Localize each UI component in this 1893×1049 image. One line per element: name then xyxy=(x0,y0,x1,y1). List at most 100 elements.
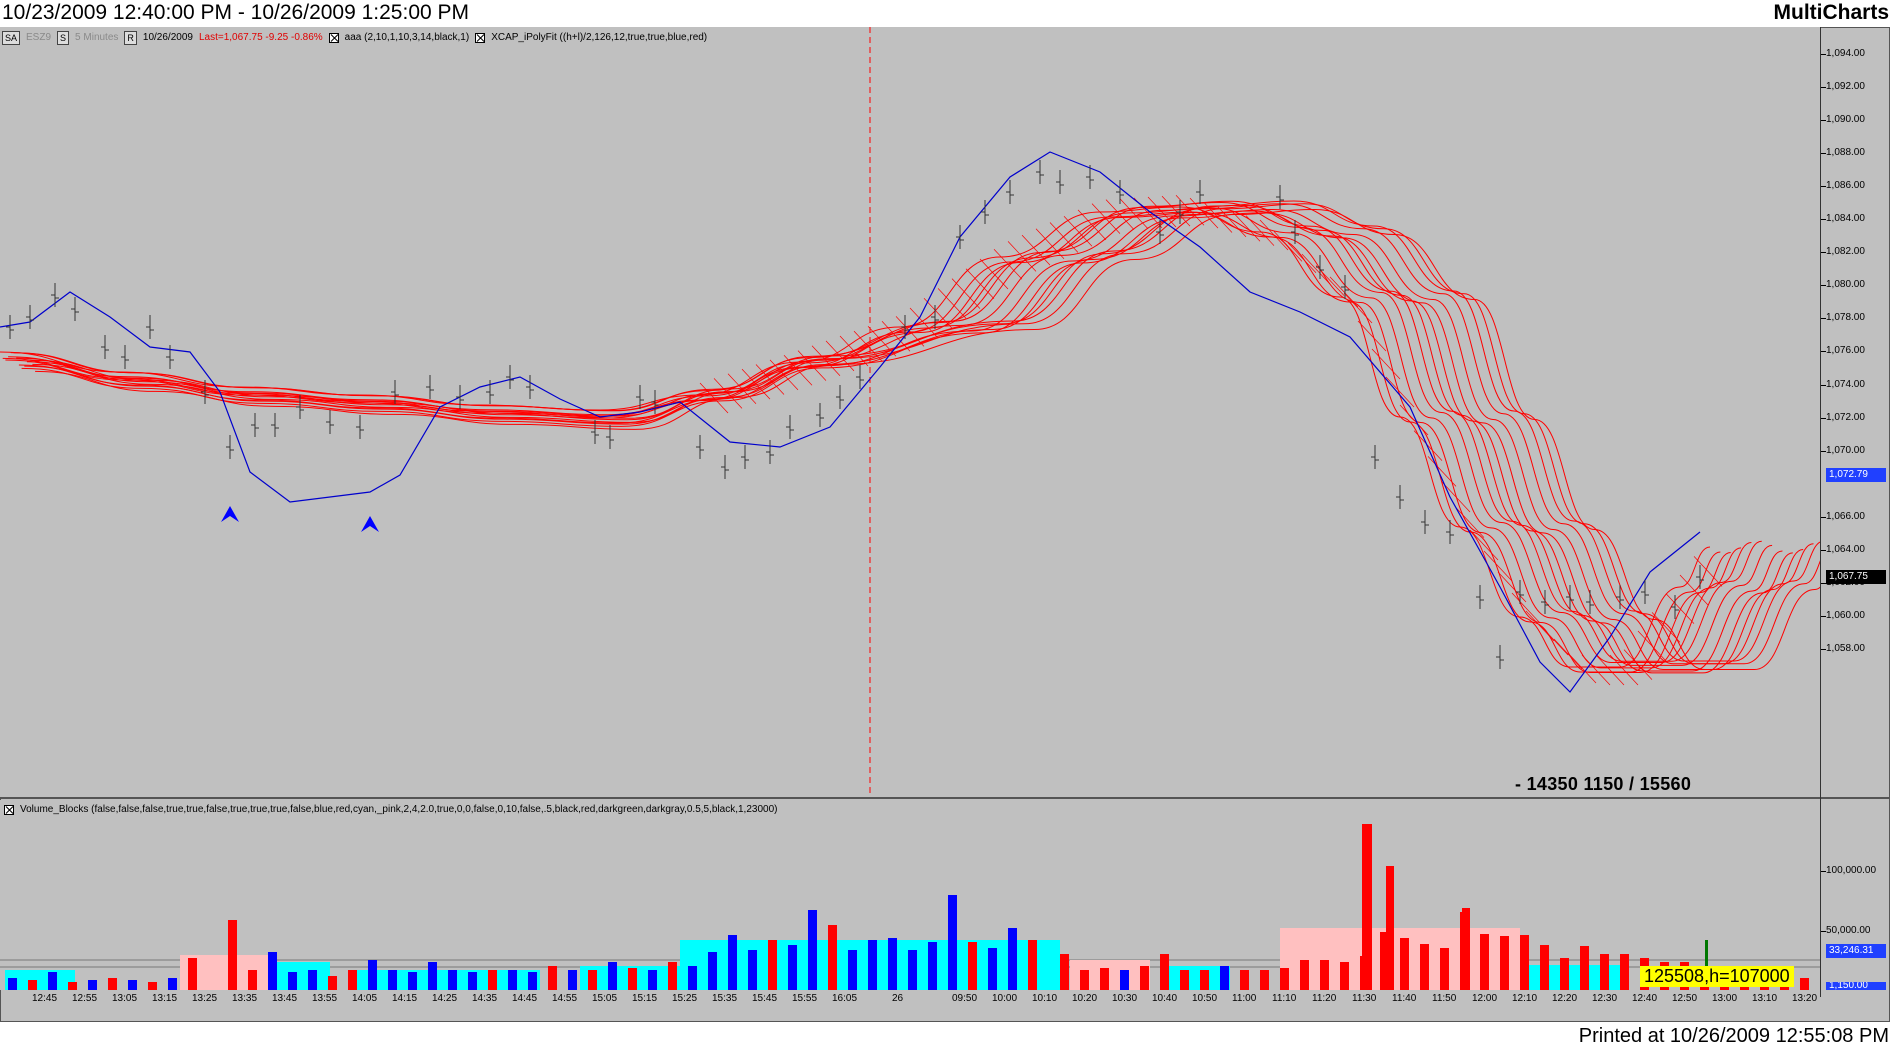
price-axis-label: 1,092.00 xyxy=(1826,81,1865,93)
time-axis-label: 13:10 xyxy=(1752,993,1778,1004)
polyfit-hatch xyxy=(1371,348,1401,380)
time-axis-label: 13:25 xyxy=(192,993,218,1004)
polyfit-hatch xyxy=(1427,456,1457,487)
volume-bar xyxy=(1386,866,1394,990)
polyfit-hatch xyxy=(1273,231,1303,262)
volume-pane[interactable] xyxy=(0,800,1820,990)
volume-bar xyxy=(1200,970,1209,990)
price-axis-label: 1,070.00 xyxy=(1826,444,1865,456)
price-axis-label: 1,078.00 xyxy=(1826,312,1865,324)
polyfit-hatch xyxy=(923,297,953,329)
price-axis-label: 1,084.00 xyxy=(1826,213,1865,225)
volume-bar xyxy=(848,950,857,990)
price-stats: - 14350 1150 / 15560 xyxy=(1515,774,1692,794)
volume-bar xyxy=(328,976,337,990)
polyfit-hatch xyxy=(839,335,869,367)
study1-close-icon[interactable] xyxy=(328,33,339,43)
volume-bar xyxy=(428,962,437,990)
polyfit-hatch xyxy=(993,248,1023,280)
polyfit-curve xyxy=(21,212,1793,674)
polyfit-hatch xyxy=(699,382,729,414)
time-axis-label: 15:15 xyxy=(632,993,658,1004)
polyfit-hatch xyxy=(951,278,981,309)
price-axis-label: 1,076.00 xyxy=(1826,345,1865,357)
price-axis-tick xyxy=(1821,615,1826,617)
polyfit-hatch xyxy=(979,258,1009,290)
volume-bar xyxy=(1180,970,1189,990)
price-axis[interactable] xyxy=(1820,27,1891,997)
volume-bar xyxy=(1340,962,1349,990)
polyfit-hatch xyxy=(1203,202,1233,233)
print-footer: Printed at 10/26/2009 12:55:08 PM xyxy=(1578,1025,1889,1047)
interval-label: 5 Minutes xyxy=(75,32,119,43)
polyfit-hatch xyxy=(1217,206,1247,238)
study2-label[interactable]: XCAP_iPolyFit ((h+l)/2,126,12,true,true,… xyxy=(491,32,708,43)
polyfit-hatch xyxy=(1035,228,1065,260)
polyfit-hatch xyxy=(1441,481,1471,513)
time-axis-label: 15:35 xyxy=(712,993,738,1004)
volume-bar xyxy=(1280,968,1289,990)
time-axis-label: 12:50 xyxy=(1672,993,1698,1004)
price-axis-label: 1,058.00 xyxy=(1826,642,1865,654)
price-plot xyxy=(0,27,1820,797)
polyfit-hatch xyxy=(1301,253,1331,285)
volume-bar xyxy=(288,972,297,990)
study2-close-icon[interactable] xyxy=(475,33,486,43)
polyfit-hatch xyxy=(1147,196,1177,228)
polyfit-curve xyxy=(16,204,1773,666)
volume-bar xyxy=(948,895,957,990)
app-brand: MultiCharts xyxy=(1773,1,1890,24)
polyfit-hatch xyxy=(1259,219,1289,251)
volume-bar xyxy=(868,940,877,990)
price-background xyxy=(0,27,1820,797)
volume-bar xyxy=(528,972,537,990)
volume-bar xyxy=(928,942,937,990)
polyfit-curve xyxy=(29,200,1820,662)
style-button[interactable]: S xyxy=(57,31,70,45)
volume-stats: 125508,h=107000 xyxy=(1640,966,1794,987)
volume-bar xyxy=(1362,824,1372,990)
price-pane[interactable] xyxy=(0,27,1820,797)
volume-bar xyxy=(668,962,677,990)
volume-bar xyxy=(108,978,117,990)
r-button[interactable]: R xyxy=(124,31,137,45)
price-axis-tick xyxy=(1821,417,1826,419)
polyfit-hatch xyxy=(853,330,883,362)
volume-bar xyxy=(988,948,997,990)
volume-study-label[interactable]: Volume_Blocks (false,false,false,true,tr… xyxy=(20,804,778,815)
volume-bar xyxy=(1600,954,1609,990)
volume-bar xyxy=(268,952,277,990)
volume-bar xyxy=(148,982,157,990)
polyfit-hatch xyxy=(1077,209,1107,241)
volume-bar xyxy=(1380,932,1389,990)
price-axis-tick xyxy=(1821,450,1826,452)
price-axis-label: 1,090.00 xyxy=(1826,114,1865,126)
price-axis-tick xyxy=(1821,516,1826,518)
polyfit-hatch xyxy=(1623,649,1653,680)
volume-bar xyxy=(1440,948,1449,990)
polyfit-hatch xyxy=(1287,242,1317,273)
volume-bar xyxy=(788,945,797,990)
price-axis-tick xyxy=(1821,120,1826,122)
volume-status-line: Volume_Blocks (false,false,false,true,tr… xyxy=(4,803,777,817)
polyfit-hatch xyxy=(1119,198,1149,229)
volume-axis-tick xyxy=(1821,871,1826,872)
pane-separator[interactable] xyxy=(0,797,1890,799)
volume-bar xyxy=(1320,960,1329,990)
polyfit-hatch xyxy=(1511,592,1541,624)
polyfit-hatch xyxy=(1245,215,1275,246)
polyfit-hatch xyxy=(895,316,925,347)
symbol-button[interactable]: SA xyxy=(2,31,21,45)
volume-bar xyxy=(1462,908,1470,990)
time-axis-label: 16:05 xyxy=(832,993,858,1004)
time-axis-label: 13:20 xyxy=(1792,993,1818,1004)
polyfit-hatch xyxy=(1161,195,1191,227)
volume-axis-tick xyxy=(1821,931,1826,932)
polyfit-hatch xyxy=(1007,241,1037,272)
time-axis-label: 11:50 xyxy=(1432,993,1457,1004)
time-axis-label: 13:00 xyxy=(1712,993,1738,1004)
volume-study-close-icon[interactable] xyxy=(4,805,14,815)
volume-bar xyxy=(908,950,917,990)
study1-label[interactable]: aaa (2,10,1,10,3,14,black,1) xyxy=(344,32,470,43)
time-axis-label: 26 xyxy=(892,993,904,1004)
